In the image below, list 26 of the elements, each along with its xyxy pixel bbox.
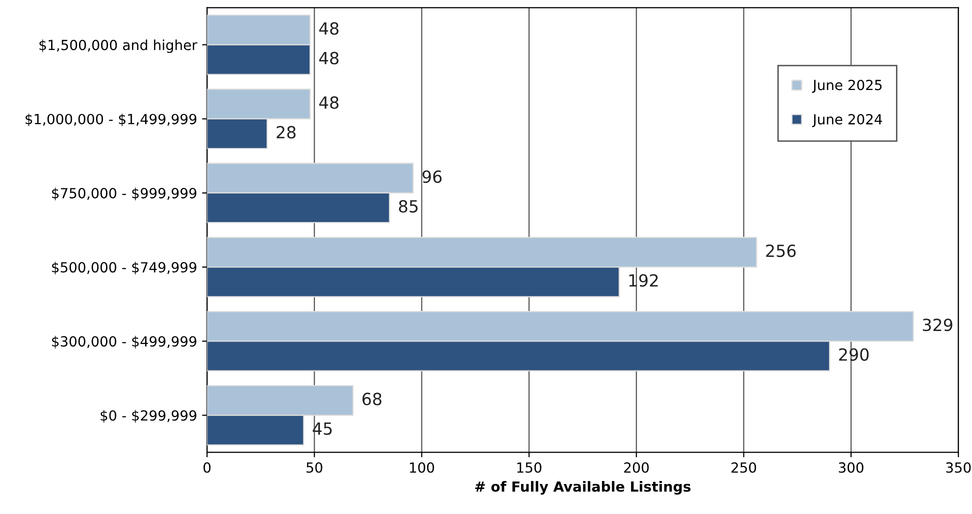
data-label: 85 xyxy=(398,200,418,213)
legend-label: June 2025 xyxy=(812,80,882,93)
x-tick-label: 300 xyxy=(838,462,864,473)
y-tick-label: $500,000 - $749,999 xyxy=(52,262,196,274)
y-tick-label: $750,000 - $999,999 xyxy=(52,188,196,200)
x-tick-label: 150 xyxy=(517,462,542,473)
data-label: 48 xyxy=(319,96,338,109)
x-tick-label: 100 xyxy=(410,462,434,473)
x-tick-label: 0 xyxy=(204,462,211,473)
data-label: 329 xyxy=(922,318,952,332)
y-tick-label: $0 - $299,999 xyxy=(100,410,196,423)
data-label: 48 xyxy=(319,52,338,64)
data-label: 28 xyxy=(276,126,296,139)
data-label: 68 xyxy=(362,392,382,406)
data-label: 48 xyxy=(319,22,338,35)
x-tick-label: 200 xyxy=(624,462,649,473)
x-tick-label: 50 xyxy=(306,462,322,473)
data-label: 96 xyxy=(422,170,442,183)
y-tick-label: $300,000 - $499,999 xyxy=(52,336,196,348)
data-label: 256 xyxy=(766,244,796,258)
legend-label: June 2024 xyxy=(812,114,882,128)
y-tick-label: $1,500,000 and higher xyxy=(39,39,198,53)
x-tick-label: 350 xyxy=(946,462,971,473)
x-axis-title: # of Fully Available Listings xyxy=(475,481,690,495)
y-tick-label: $1,000,000 - $1,499,999 xyxy=(26,114,196,126)
x-tick-label: 250 xyxy=(731,462,756,473)
